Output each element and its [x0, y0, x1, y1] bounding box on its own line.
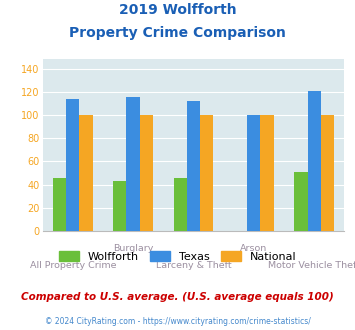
Text: Compared to U.S. average. (U.S. average equals 100): Compared to U.S. average. (U.S. average …	[21, 292, 334, 302]
Text: Motor Vehicle Theft: Motor Vehicle Theft	[268, 261, 355, 270]
Text: Property Crime Comparison: Property Crime Comparison	[69, 26, 286, 40]
Bar	[113, 181, 126, 231]
Text: Arson: Arson	[240, 244, 267, 253]
Bar	[307, 91, 321, 231]
Text: All Property Crime: All Property Crime	[29, 261, 116, 270]
Bar	[126, 96, 140, 231]
Bar	[200, 115, 213, 231]
Text: Burglary: Burglary	[113, 244, 153, 253]
Bar	[261, 115, 274, 231]
Text: Larceny & Theft: Larceny & Theft	[155, 261, 231, 270]
Bar	[174, 178, 187, 231]
Bar	[321, 115, 334, 231]
Bar	[140, 115, 153, 231]
Bar	[53, 178, 66, 231]
Bar	[187, 101, 200, 231]
Bar	[66, 99, 80, 231]
Text: © 2024 CityRating.com - https://www.cityrating.com/crime-statistics/: © 2024 CityRating.com - https://www.city…	[45, 317, 310, 326]
Legend: Wolfforth, Texas, National: Wolfforth, Texas, National	[54, 247, 301, 267]
Bar	[294, 172, 307, 231]
Bar	[247, 115, 261, 231]
Text: 2019 Wolfforth: 2019 Wolfforth	[119, 3, 236, 17]
Bar	[80, 115, 93, 231]
